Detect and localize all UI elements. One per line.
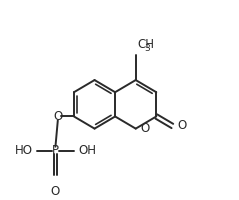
Text: 3: 3 <box>144 44 150 53</box>
Text: O: O <box>178 119 187 132</box>
Text: O: O <box>51 185 60 198</box>
Text: O: O <box>140 122 149 135</box>
Text: P: P <box>52 144 59 157</box>
Text: O: O <box>53 110 62 123</box>
Text: HO: HO <box>15 144 33 157</box>
Text: CH: CH <box>137 38 154 51</box>
Text: OH: OH <box>78 144 96 157</box>
